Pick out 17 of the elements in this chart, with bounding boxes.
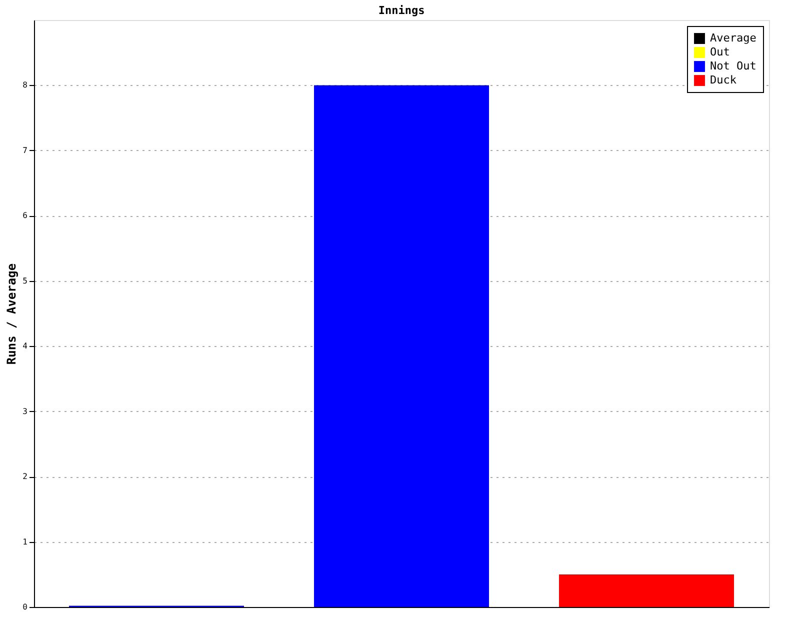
y-tick-label: 1 (22, 537, 28, 546)
legend-label: Average (710, 32, 756, 44)
y-tick-label: 3 (22, 406, 28, 416)
y-tick-label: 4 (22, 342, 28, 351)
bar (314, 85, 489, 607)
legend-label: Out (710, 46, 730, 58)
bar (559, 574, 734, 607)
y-tick-label: 2 (22, 472, 28, 482)
y-tick-label: 6 (22, 211, 28, 220)
y-tick-label: 0 (22, 602, 28, 612)
y-tick-label: 5 (22, 276, 28, 286)
legend-label: Duck (710, 74, 737, 86)
chart-title: Innings (378, 4, 425, 17)
y-tick-label: 8 (22, 80, 28, 90)
y-axis-title: Runs / Average (4, 263, 19, 365)
y-tick-label: 7 (22, 146, 28, 155)
legend-label: Not Out (710, 60, 756, 72)
